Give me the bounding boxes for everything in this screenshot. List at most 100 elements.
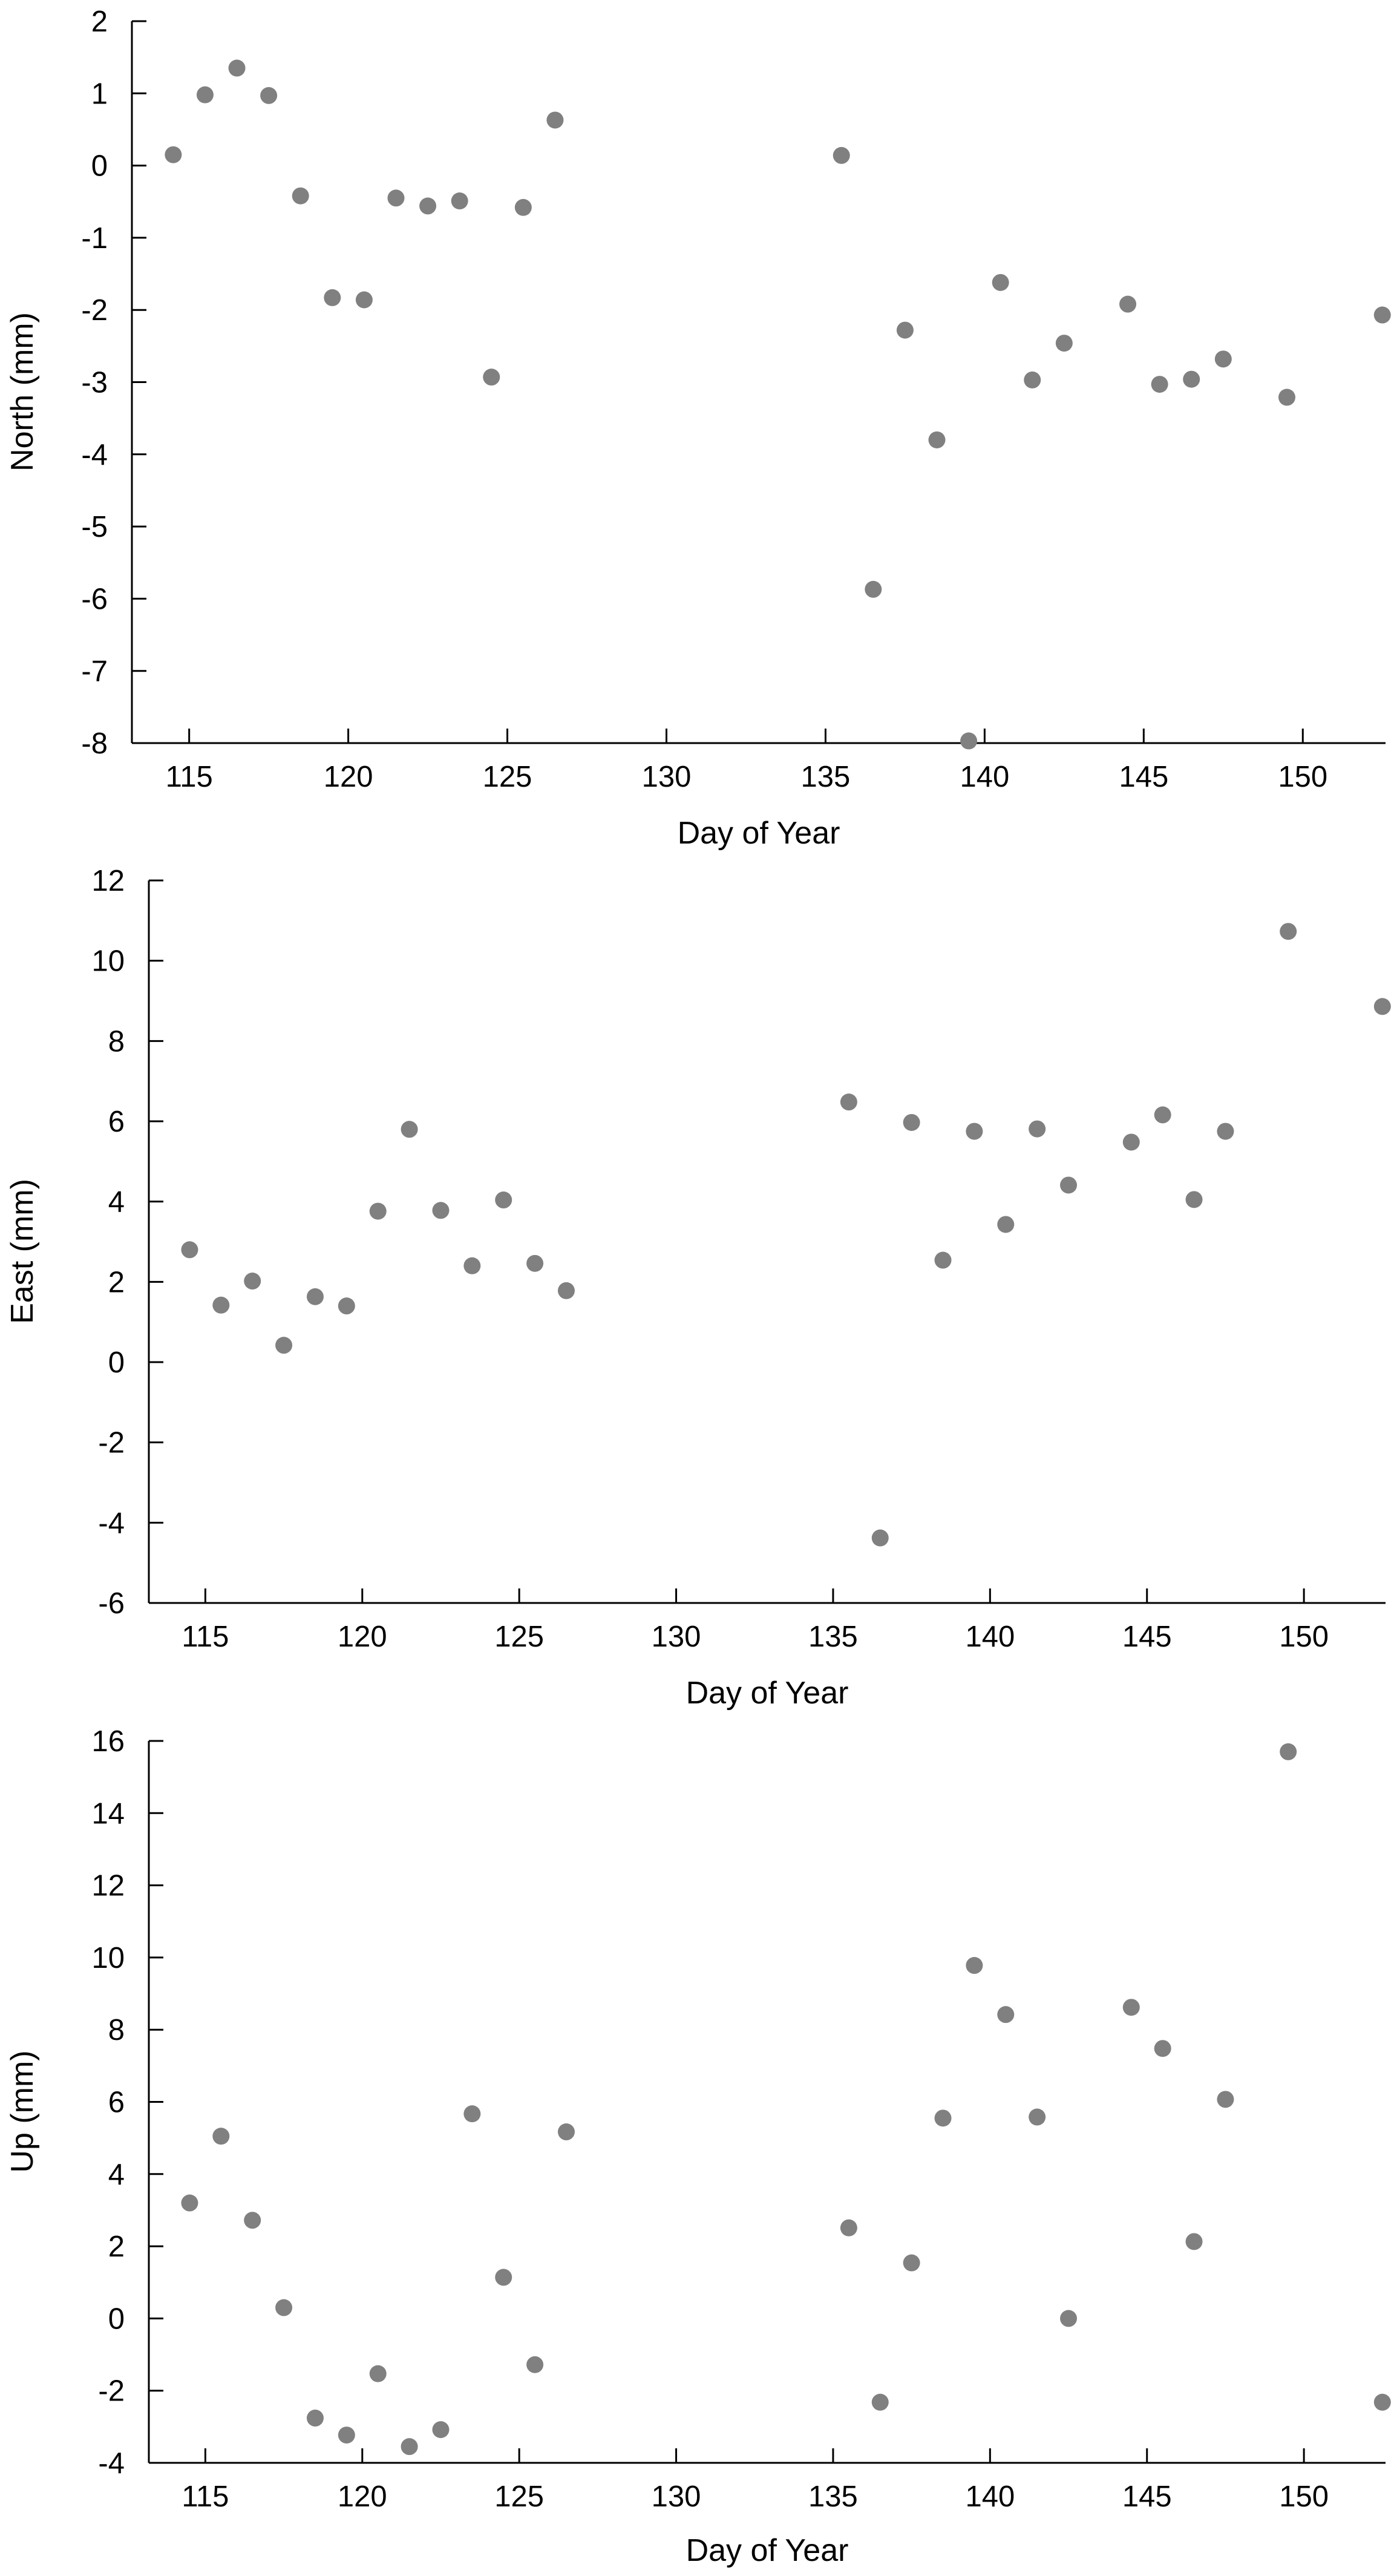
up-data-point (463, 2105, 481, 2123)
east-data-point (840, 1093, 857, 1111)
east-data-point (369, 1202, 387, 1220)
east-data-point (526, 1254, 544, 1272)
east-y-tick-label: 6 (108, 1106, 125, 1138)
up-data-point (1029, 2108, 1046, 2126)
east-x-axis-title: Day of Year (686, 1676, 849, 1711)
east-y-axis-title: East (mm) (5, 1179, 40, 1324)
north-data-point (483, 369, 500, 386)
north-y-tick-label: -8 (81, 727, 108, 760)
up-x-tick-label: 150 (1279, 2480, 1329, 2513)
north-data-point (1278, 388, 1295, 406)
east-data-point (495, 1191, 512, 1209)
up-y-tick-label: 14 (91, 1797, 125, 1830)
north-x-tick-label: 115 (166, 761, 213, 793)
east-data-point (244, 1273, 261, 1290)
east-data-point (997, 1216, 1015, 1233)
east-data-point (1280, 923, 1297, 940)
up-data-point (934, 2109, 952, 2127)
north-y-tick-label: -5 (81, 511, 108, 543)
north-data-point (451, 192, 468, 210)
up-y-tick-label: 10 (91, 1942, 125, 1975)
north-y-tick-label: 2 (91, 5, 108, 38)
north-data-point (1183, 370, 1200, 388)
up-data-point (1280, 1743, 1297, 1760)
up-x-tick-label: 120 (338, 2480, 387, 2513)
east-data-point (871, 1529, 889, 1547)
up-y-tick-label: -2 (98, 2375, 125, 2408)
up-y-tick-label: 12 (91, 1870, 125, 1903)
east-y-tick-label: 12 (91, 865, 125, 897)
north-y-tick-label: -6 (81, 583, 108, 615)
east-data-point (966, 1122, 983, 1140)
north-y-tick-label: 1 (91, 77, 108, 110)
east-data-point (903, 1113, 920, 1131)
east-x-tick-label: 150 (1279, 1621, 1329, 1653)
up-x-tick-label: 145 (1122, 2480, 1172, 2513)
up-data-point (1217, 2091, 1234, 2108)
east-data-point (1217, 1122, 1234, 1140)
up-x-tick-label: 130 (652, 2480, 701, 2513)
east-data-point (1060, 1176, 1078, 1194)
east-data-point (212, 1296, 230, 1314)
east-data-point (1185, 1191, 1203, 1208)
north-y-tick-label: -3 (81, 367, 108, 399)
east-data-point (401, 1121, 418, 1138)
east-x-tick-label: 130 (652, 1621, 701, 1653)
up-x-tick-label: 140 (965, 2480, 1015, 2513)
north-y-tick-label: -1 (81, 222, 108, 255)
north-data-point (1151, 376, 1168, 393)
east-data-point (338, 1297, 355, 1315)
up-data-point (1122, 1999, 1140, 2016)
east-x-tick-label: 140 (965, 1621, 1015, 1653)
east-x-tick-label: 120 (338, 1621, 387, 1653)
north-x-tick-label: 135 (801, 761, 851, 793)
up-x-axis-title: Day of Year (686, 2533, 849, 2568)
up-data-point (181, 2194, 198, 2212)
north-data-point (196, 86, 214, 103)
north-x-tick-label: 120 (324, 761, 373, 793)
north-data-point (928, 431, 946, 448)
east-panel: 12 10 8 6 4 2 0 -2 -4 -6 115 120 125 130 135 140 145 150 D… (5, 865, 1391, 1711)
north-data-point (324, 289, 341, 306)
up-data-point (338, 2427, 355, 2444)
north-y-tick-label: -7 (81, 655, 108, 688)
up-y-tick-label: -4 (98, 2447, 125, 2480)
up-data-point (369, 2365, 387, 2382)
up-x-tick-label: 125 (494, 2480, 544, 2513)
up-data-point (306, 2410, 324, 2427)
east-x-tick-label: 115 (182, 1621, 229, 1653)
east-data-point (1122, 1133, 1140, 1151)
north-x-tick-label: 140 (960, 761, 1009, 793)
east-data-point (934, 1251, 952, 1269)
north-data-point (292, 187, 309, 205)
up-data-point (526, 2356, 544, 2373)
north-data-point (1055, 335, 1073, 352)
east-y-tick-label: 2 (108, 1266, 125, 1299)
north-data-point (387, 189, 405, 207)
east-y-tick-label: -4 (98, 1507, 125, 1539)
east-data-point (275, 1337, 293, 1354)
east-data-point (306, 1288, 324, 1305)
up-x-tick-label: 135 (808, 2480, 858, 2513)
up-data-point (401, 2438, 418, 2456)
north-data-point (960, 732, 978, 750)
up-data-point (903, 2254, 920, 2272)
east-data-point (432, 1202, 450, 1219)
east-y-tick-label: 10 (91, 945, 125, 978)
north-x-tick-label: 145 (1119, 761, 1168, 793)
east-y-tick-label: 8 (108, 1025, 125, 1058)
north-data-point (355, 291, 373, 309)
up-data-point (212, 2128, 230, 2145)
north-data-point (896, 321, 914, 339)
north-y-tick-label: -4 (81, 439, 108, 471)
north-x-tick-label: 150 (1278, 761, 1327, 793)
up-data-point (244, 2212, 261, 2229)
up-data-point (1185, 2233, 1203, 2250)
north-x-tick-label: 130 (642, 761, 692, 793)
up-y-tick-label: 4 (108, 2158, 125, 2191)
north-y-tick-label: -2 (81, 294, 108, 327)
up-y-tick-label: 8 (108, 2014, 125, 2047)
east-data-point (557, 1282, 575, 1299)
north-data-point (1214, 350, 1232, 368)
